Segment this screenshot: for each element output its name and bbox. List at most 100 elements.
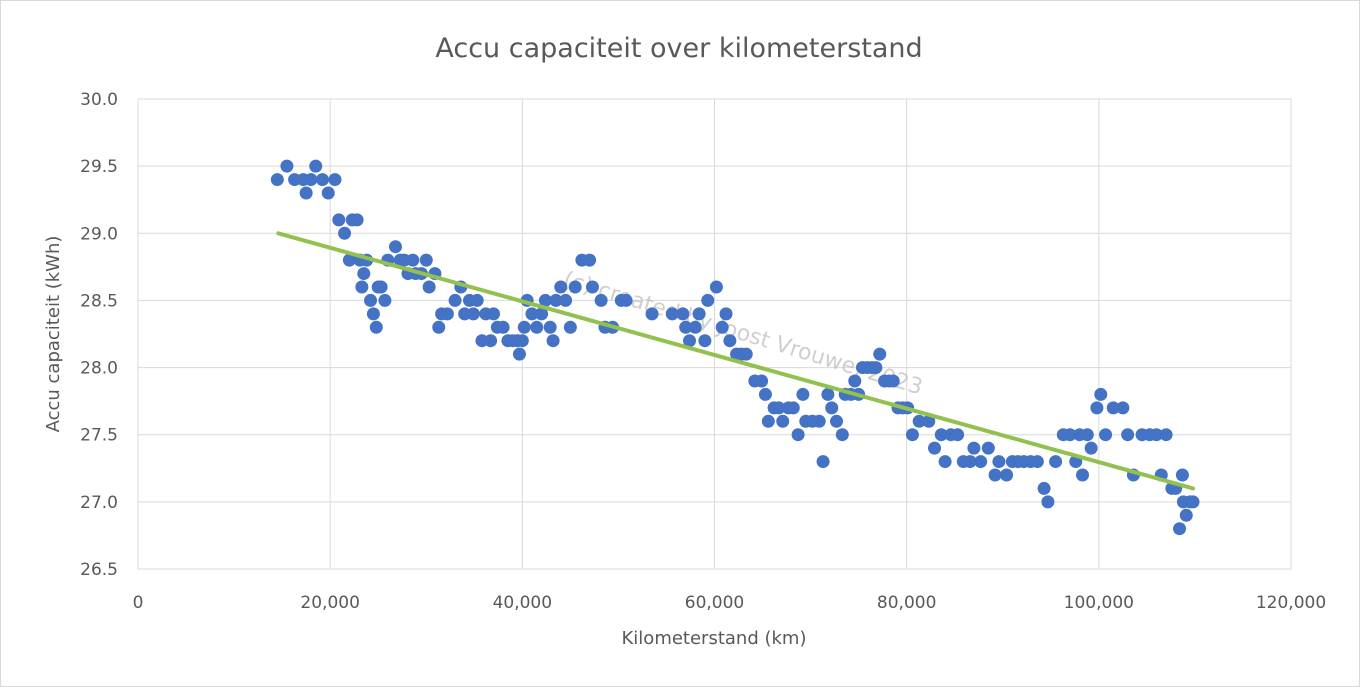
- data-point: [496, 320, 510, 334]
- data-point: [835, 428, 849, 442]
- data-point: [821, 387, 835, 401]
- data-point: [389, 240, 403, 254]
- data-point: [328, 173, 342, 187]
- data-point: [1037, 481, 1051, 495]
- data-point: [698, 334, 712, 348]
- data-point: [1075, 468, 1089, 482]
- data-point: [487, 307, 501, 321]
- y-tick-label: 27.5: [80, 426, 118, 446]
- data-point: [470, 293, 484, 307]
- y-axis-title: Accu capaciteit (kWh): [43, 236, 64, 433]
- data-point: [432, 320, 446, 334]
- data-point: [1149, 428, 1163, 442]
- x-tick-label: 100,000: [1064, 593, 1134, 613]
- data-point: [280, 159, 294, 173]
- data-point: [270, 173, 284, 187]
- data-point: [554, 280, 568, 294]
- data-point: [992, 455, 1006, 469]
- data-point: [525, 307, 539, 321]
- data-point: [535, 307, 549, 321]
- trendline-layer: [276, 231, 1195, 491]
- data-point: [583, 253, 597, 267]
- x-tick-label: 40,000: [493, 593, 552, 613]
- data-point: [776, 414, 790, 428]
- data-point: [366, 307, 380, 321]
- data-point: [692, 307, 706, 321]
- data-point: [378, 293, 392, 307]
- data-point: [758, 387, 772, 401]
- data-point: [440, 307, 454, 321]
- data-point: [1159, 428, 1173, 442]
- data-point: [683, 334, 697, 348]
- y-tick-label: 29.0: [80, 224, 118, 244]
- data-point: [1080, 428, 1094, 442]
- data-point: [1106, 401, 1120, 415]
- data-point: [369, 320, 383, 334]
- trendline: [276, 231, 1195, 491]
- data-point: [1049, 455, 1063, 469]
- data-point: [299, 186, 313, 200]
- data-point: [1041, 495, 1055, 509]
- data-point: [484, 334, 498, 348]
- data-point: [530, 320, 544, 334]
- watermark: (c) created by Joost Vrouwe, 2023: [560, 267, 925, 400]
- data-point: [1030, 455, 1044, 469]
- data-point: [796, 387, 810, 401]
- data-point: [419, 253, 433, 267]
- y-tick-label: 29.5: [80, 157, 118, 177]
- data-point: [515, 334, 529, 348]
- data-point: [786, 401, 800, 415]
- data-point: [873, 347, 887, 361]
- data-point: [981, 441, 995, 455]
- data-point: [869, 361, 883, 375]
- data-point: [645, 307, 659, 321]
- data-point: [342, 253, 356, 267]
- y-tick-label: 27.0: [80, 493, 118, 513]
- data-point: [912, 414, 926, 428]
- data-point: [886, 374, 900, 388]
- data-point: [364, 293, 378, 307]
- data-point: [761, 414, 775, 428]
- data-point: [791, 428, 805, 442]
- data-point: [723, 334, 737, 348]
- data-point: [967, 441, 981, 455]
- x-tick-label: 0: [133, 593, 144, 613]
- data-point: [665, 307, 679, 321]
- data-point: [568, 280, 582, 294]
- data-point: [374, 280, 388, 294]
- data-point: [974, 455, 988, 469]
- data-point: [701, 293, 715, 307]
- data-point: [585, 280, 599, 294]
- x-tick-label: 60,000: [685, 593, 744, 613]
- y-axis-ticks: 26.5 27.0 27.5 28.0 28.5 29.0 29.5 30.0: [80, 90, 118, 580]
- data-point: [934, 428, 948, 442]
- data-point: [355, 280, 369, 294]
- data-point: [928, 441, 942, 455]
- data-point: [538, 293, 552, 307]
- y-tick-label: 30.0: [80, 90, 118, 110]
- data-point: [309, 159, 323, 173]
- data-point: [938, 455, 952, 469]
- data-point: [709, 280, 723, 294]
- data-point: [755, 374, 769, 388]
- y-tick-label: 28.0: [80, 359, 118, 379]
- data-point: [951, 428, 965, 442]
- x-axis-ticks: 0 20,000 40,000 60,000 80,000 100,000 120,000: [133, 593, 1327, 613]
- data-point: [304, 173, 318, 187]
- data-point: [963, 455, 977, 469]
- data-point: [406, 253, 420, 267]
- data-point: [517, 320, 531, 334]
- data-point: [422, 280, 436, 294]
- data-point: [1179, 508, 1193, 522]
- data-point: [676, 307, 690, 321]
- data-point: [905, 428, 919, 442]
- data-point: [563, 320, 577, 334]
- data-point: [357, 267, 371, 281]
- chart-title: Accu capaciteit over kilometerstand: [435, 33, 922, 64]
- y-tick-label: 28.5: [80, 291, 118, 311]
- data-point: [816, 455, 830, 469]
- data-point: [988, 468, 1002, 482]
- data-point: [1063, 428, 1077, 442]
- data-point: [719, 307, 733, 321]
